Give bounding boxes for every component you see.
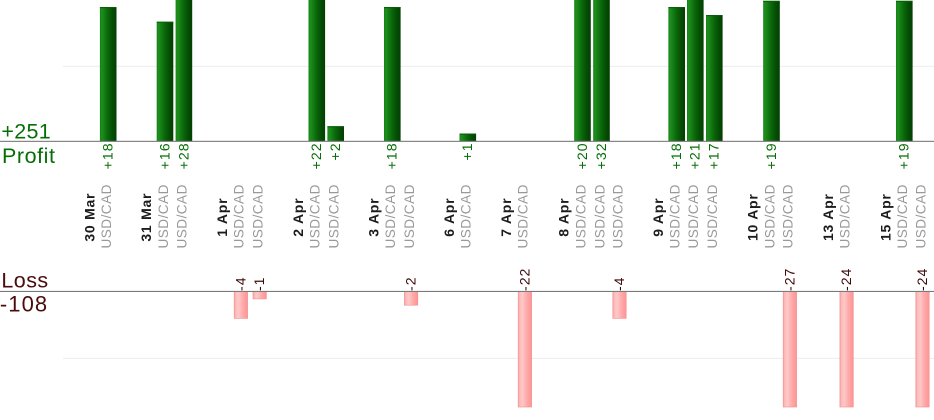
svg-text:USD/CAD: USD/CAD xyxy=(762,184,777,248)
svg-text:USD/CAD: USD/CAD xyxy=(383,184,398,248)
svg-text:1 Apr: 1 Apr xyxy=(214,198,230,237)
svg-text:USD/CAD: USD/CAD xyxy=(573,184,588,248)
svg-text:+17: +17 xyxy=(706,142,722,169)
svg-text:+18: +18 xyxy=(100,142,116,169)
svg-text:30 Mar: 30 Mar xyxy=(81,193,97,242)
svg-text:+32: +32 xyxy=(593,142,609,169)
svg-text:USD/CAD: USD/CAD xyxy=(327,184,342,248)
svg-text:-22: -22 xyxy=(516,268,532,291)
svg-text:USD/CAD: USD/CAD xyxy=(459,184,474,248)
svg-text:+251: +251 xyxy=(1,120,51,144)
svg-text:USD/CAD: USD/CAD xyxy=(99,184,114,248)
svg-text:+18: +18 xyxy=(668,142,684,169)
svg-text:USD/CAD: USD/CAD xyxy=(705,184,720,248)
svg-text:31 Mar: 31 Mar xyxy=(138,193,154,242)
svg-text:9 Apr: 9 Apr xyxy=(650,198,666,237)
svg-text:+1: +1 xyxy=(459,142,475,160)
svg-text:+21: +21 xyxy=(687,142,703,169)
svg-text:+2: +2 xyxy=(327,142,343,160)
svg-text:USD/CAD: USD/CAD xyxy=(516,184,531,248)
svg-text:USD/CAD: USD/CAD xyxy=(913,184,928,248)
svg-text:+28: +28 xyxy=(175,142,191,169)
svg-text:USD/CAD: USD/CAD xyxy=(175,184,190,248)
svg-text:USD/CAD: USD/CAD xyxy=(895,184,910,248)
svg-text:USD/CAD: USD/CAD xyxy=(592,184,607,248)
svg-text:2 Apr: 2 Apr xyxy=(290,198,306,237)
svg-text:-24: -24 xyxy=(838,268,854,291)
svg-text:+19: +19 xyxy=(896,142,912,169)
svg-text:7 Apr: 7 Apr xyxy=(498,198,514,237)
svg-text:-108: -108 xyxy=(0,292,48,317)
svg-text:15 Apr: 15 Apr xyxy=(878,193,894,241)
svg-text:+20: +20 xyxy=(574,142,590,169)
svg-text:6 Apr: 6 Apr xyxy=(441,198,457,237)
svg-text:-4: -4 xyxy=(232,276,248,291)
svg-text:USD/CAD: USD/CAD xyxy=(668,184,683,248)
svg-text:USD/CAD: USD/CAD xyxy=(781,184,796,248)
svg-text:+22: +22 xyxy=(308,142,324,169)
svg-text:Loss: Loss xyxy=(1,269,48,293)
svg-text:13 Apr: 13 Apr xyxy=(820,193,836,241)
svg-text:USD/CAD: USD/CAD xyxy=(686,184,701,248)
svg-text:USD/CAD: USD/CAD xyxy=(156,184,171,248)
svg-text:+19: +19 xyxy=(763,142,779,169)
svg-text:USD/CAD: USD/CAD xyxy=(232,184,247,248)
svg-text:-24: -24 xyxy=(914,268,930,291)
svg-text:Profit: Profit xyxy=(2,144,55,168)
svg-text:-1: -1 xyxy=(251,276,267,291)
svg-text:10 Apr: 10 Apr xyxy=(745,193,761,241)
svg-text:+18: +18 xyxy=(384,142,400,169)
svg-text:USD/CAD: USD/CAD xyxy=(610,184,625,248)
svg-text:3 Apr: 3 Apr xyxy=(366,198,382,237)
svg-text:USD/CAD: USD/CAD xyxy=(837,184,852,248)
svg-text:-4: -4 xyxy=(611,276,627,291)
svg-text:USD/CAD: USD/CAD xyxy=(251,184,266,248)
svg-text:USD/CAD: USD/CAD xyxy=(308,184,323,248)
svg-text:USD/CAD: USD/CAD xyxy=(402,184,417,248)
svg-text:8 Apr: 8 Apr xyxy=(556,198,572,237)
svg-text:-27: -27 xyxy=(781,268,797,291)
svg-text:+16: +16 xyxy=(156,142,172,169)
svg-text:-2: -2 xyxy=(403,276,419,291)
